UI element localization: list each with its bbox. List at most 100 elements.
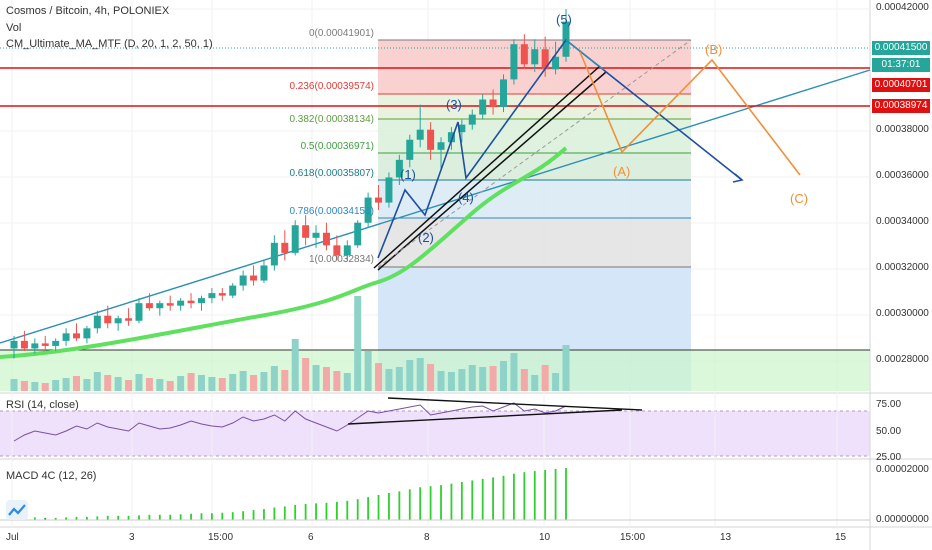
indicator-legend[interactable]: CM_Ultimate_MA_MTF (D, 20, 1, 2, 50, 1) — [6, 38, 213, 50]
macd-bar — [200, 513, 203, 520]
time-tick: 15:00 — [208, 532, 234, 543]
tradingview-logo[interactable] — [6, 500, 28, 520]
volume-bar — [229, 374, 237, 391]
macd-bar — [190, 513, 192, 520]
volume-bar — [72, 376, 80, 391]
macd-bar — [523, 472, 526, 520]
countdown-tag: 01:37:01 — [872, 58, 930, 72]
fib-zone — [378, 180, 691, 218]
volume-bar — [10, 379, 18, 391]
time-tick: 8 — [424, 532, 430, 543]
macd-bar — [117, 515, 120, 520]
candle-body — [10, 340, 18, 349]
candle-body — [177, 300, 185, 306]
volume-bar — [500, 361, 508, 391]
price-tick: 0.00028000 — [876, 354, 929, 365]
candle-body — [343, 245, 351, 256]
candle-body — [270, 242, 278, 266]
time-tick: 3 — [129, 532, 135, 543]
price-tick: 0.00030000 — [876, 308, 929, 319]
candle-body — [239, 275, 247, 286]
volume-bar — [385, 369, 393, 391]
macd-bar — [86, 516, 88, 520]
time-tick: Jul — [6, 532, 19, 543]
macd-bar — [315, 503, 317, 520]
candle-body — [500, 79, 508, 108]
wave-label-2: (2) — [418, 230, 434, 245]
candle-body — [250, 275, 258, 281]
volume-bar — [416, 358, 424, 391]
candle-body — [52, 340, 60, 346]
macd-bar — [471, 480, 474, 520]
volume-bar — [447, 372, 455, 391]
volume-legend[interactable]: Vol — [6, 22, 22, 34]
macd-bar — [502, 475, 505, 520]
macd-pane[interactable] — [0, 460, 870, 526]
candle-body — [62, 333, 70, 341]
candle-body — [447, 132, 455, 143]
candle-body — [541, 49, 549, 70]
macd-bar — [283, 506, 286, 520]
macd-bar — [450, 483, 453, 520]
volume-bar — [552, 373, 560, 391]
macd-bar — [335, 501, 338, 520]
wave-label-4: (4) — [458, 190, 474, 205]
ma-line — [0, 146, 568, 359]
macd-bar — [440, 485, 442, 520]
volume-bar — [531, 375, 539, 391]
candle-body — [468, 114, 476, 125]
volume-bar — [364, 351, 372, 391]
candle-body — [395, 159, 403, 178]
macd-bar — [127, 515, 130, 520]
macd-bar — [513, 473, 515, 520]
time-tick: 13 — [720, 532, 732, 543]
candle-body — [427, 129, 435, 150]
price-tick: 0.00032000 — [876, 262, 929, 273]
symbol-title[interactable]: Cosmos / Bitcoin, 4h, POLONIEX — [6, 5, 170, 17]
abc-correction-path — [579, 51, 801, 176]
volume-bar — [52, 380, 60, 391]
rsi-tick: 25.00 — [876, 452, 902, 463]
volume-bar — [145, 378, 153, 391]
candle-body — [489, 99, 497, 108]
macd-bar — [273, 507, 276, 520]
candle-body — [458, 124, 466, 133]
resistance-tag-1: 0.00040701 — [872, 78, 930, 92]
macd-bar — [231, 512, 234, 520]
fib-label: 0(0.00041901) — [308, 28, 374, 39]
volume-bar — [510, 353, 518, 391]
macd-bar — [429, 486, 432, 520]
macd-bar — [65, 517, 67, 520]
volume-bar — [125, 380, 133, 391]
current-price-tag: 0.00041500 — [872, 41, 930, 55]
candle-body — [364, 197, 372, 223]
rsi-tick: 75.00 — [876, 399, 902, 410]
volume-bar — [395, 367, 403, 391]
macd-bar — [33, 517, 36, 520]
volume-bar — [468, 365, 476, 391]
price-tick: 0.00034000 — [876, 216, 929, 227]
macd-bar — [75, 516, 78, 520]
candle-body — [93, 315, 101, 329]
volume-bar — [489, 366, 497, 391]
macd-bar — [356, 499, 359, 520]
wave-label-b: (B) — [705, 42, 723, 57]
macd-legend[interactable]: MACD 4C (12, 26) — [6, 470, 97, 482]
volume-bar — [62, 378, 70, 391]
wave-label-c: (C) — [790, 191, 809, 206]
volume-bar — [260, 372, 268, 391]
candle-body — [531, 49, 539, 65]
channel-line-upper — [373, 65, 601, 269]
wave-label-5: (5) — [556, 12, 572, 27]
rsi-legend[interactable]: RSI (14, close) — [6, 399, 79, 411]
volume-bar — [41, 383, 49, 391]
macd-bar — [419, 487, 422, 520]
macd-bar — [210, 513, 213, 520]
volume-bar — [239, 371, 247, 391]
volume-bar — [31, 382, 39, 391]
macd-bar — [148, 514, 151, 520]
trend-line — [0, 69, 871, 344]
macd-bar — [544, 470, 547, 520]
